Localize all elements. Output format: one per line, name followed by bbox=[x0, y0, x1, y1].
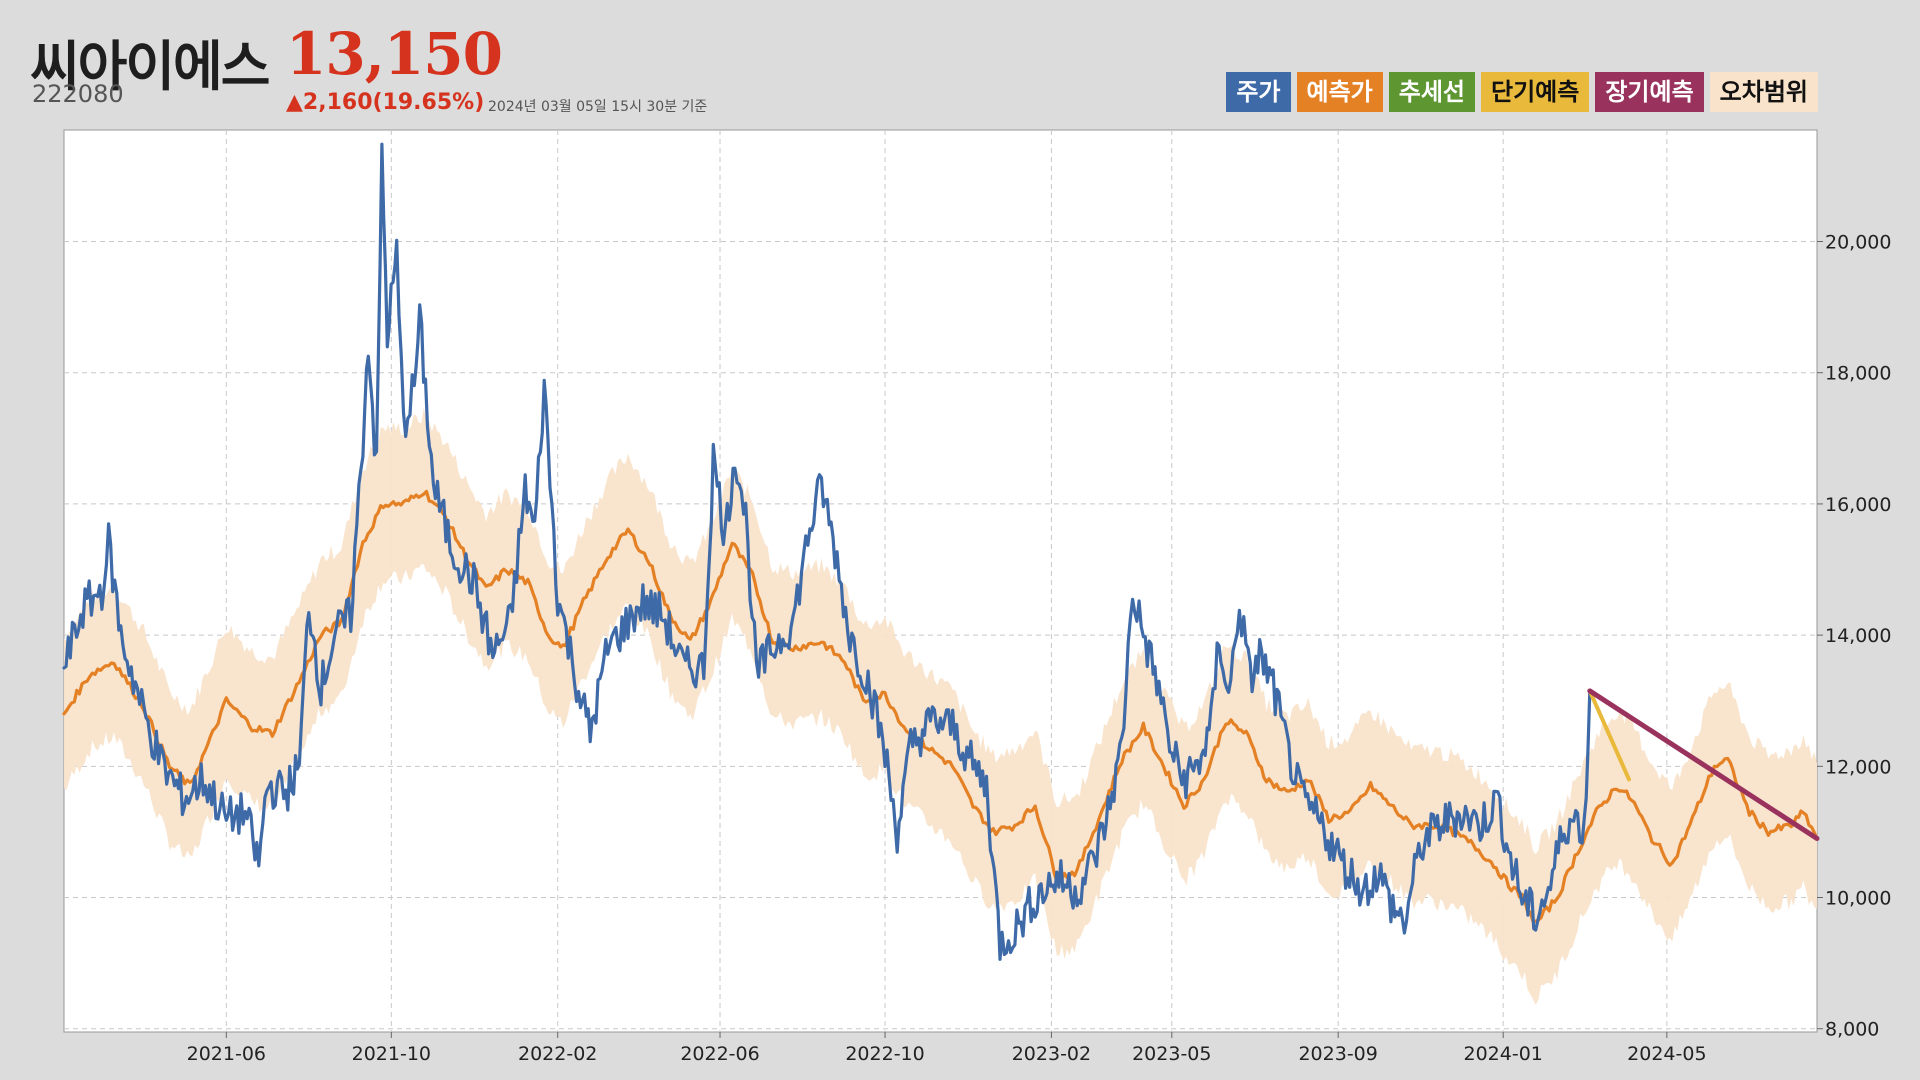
x-tick-label: 2022-02 bbox=[518, 1043, 597, 1065]
x-tick-label: 2023-09 bbox=[1298, 1043, 1377, 1065]
y-tick-label: 10,000 bbox=[1825, 888, 1891, 910]
y-tick-label: 12,000 bbox=[1825, 756, 1891, 778]
series-line-short-term bbox=[1587, 688, 1631, 782]
legend-item: 장기예측 bbox=[1595, 72, 1704, 112]
header: 씨아이에스 222080 13,150 ▲2,160(19.65%) 2024년… bbox=[0, 0, 1920, 128]
x-tick-label: 2023-02 bbox=[1012, 1043, 1091, 1065]
x-tick-label: 2022-10 bbox=[845, 1043, 924, 1065]
y-tick-label: 8,000 bbox=[1825, 1019, 1879, 1041]
price-change: ▲2,160(19.65%) bbox=[286, 90, 485, 115]
legend-item: 추세선 bbox=[1388, 72, 1476, 112]
stock-code: 222080 bbox=[32, 80, 124, 108]
y-tick-label: 18,000 bbox=[1825, 363, 1891, 385]
legend-item: 단기예측 bbox=[1481, 72, 1590, 112]
x-tick-label: 2024-01 bbox=[1463, 1043, 1542, 1065]
legend-item: 주가 bbox=[1226, 72, 1291, 112]
y-tick-label: 14,000 bbox=[1825, 625, 1891, 647]
timestamp: 2024년 03월 05일 15시 30분 기준 bbox=[488, 99, 708, 115]
current-price: 13,150 bbox=[286, 20, 503, 88]
legend-item: 예측가 bbox=[1296, 72, 1383, 112]
y-tick-label: 16,000 bbox=[1825, 494, 1891, 516]
chart-legend: 주가 예측가 추세선 단기예측 장기예측 오차범위 bbox=[1226, 72, 1818, 112]
series-line-price bbox=[62, 142, 1592, 961]
legend-item: 오차범위 bbox=[1709, 72, 1818, 112]
x-tick-label: 2022-06 bbox=[680, 1043, 759, 1065]
series-line-long-term bbox=[1587, 688, 1820, 841]
stock-name: 씨아이에스 bbox=[30, 35, 270, 98]
y-tick-label: 20,000 bbox=[1825, 232, 1891, 254]
x-tick-label: 2021-06 bbox=[187, 1043, 266, 1065]
x-tick-label: 2024-05 bbox=[1627, 1043, 1706, 1065]
error-band bbox=[64, 407, 1817, 1005]
x-tick-label: 2021-10 bbox=[352, 1043, 431, 1065]
x-tick-label: 2023-05 bbox=[1132, 1043, 1211, 1065]
